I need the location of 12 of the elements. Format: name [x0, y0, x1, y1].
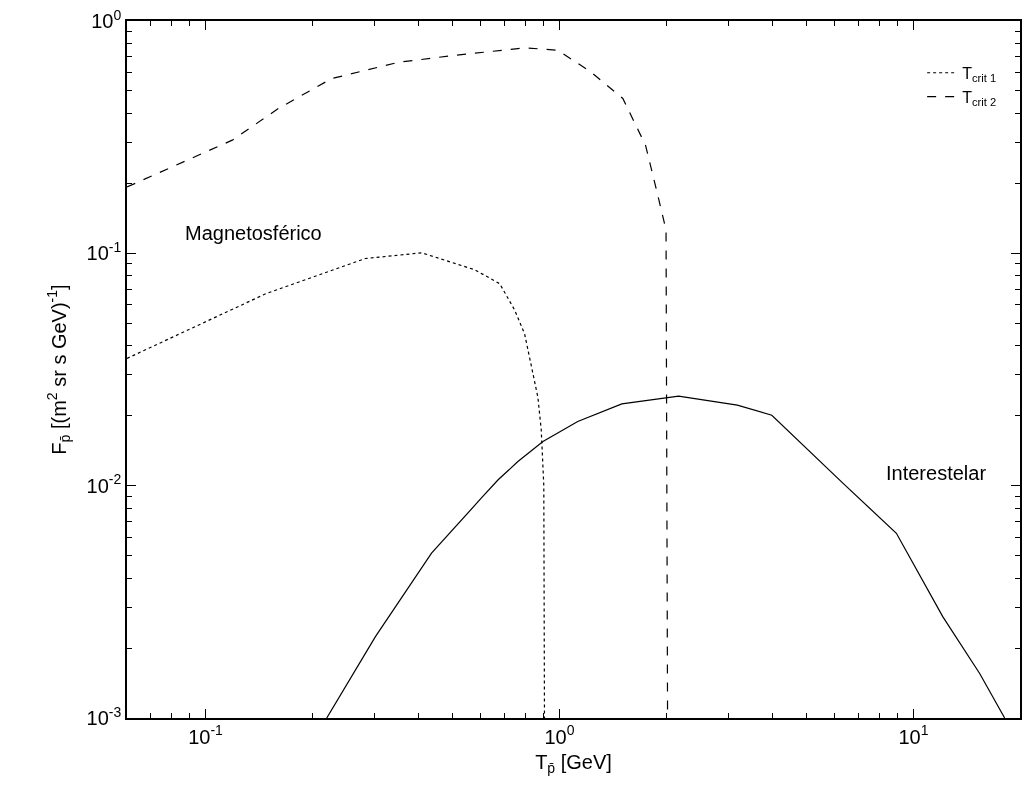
y-tick-label: 10$^{0}$	[91, 6, 122, 32]
x-axis-title: T$_{p̄}$ [GeV]	[535, 750, 612, 776]
x-tick-label: 10$^{-1}$	[188, 722, 224, 748]
y-tick-label: 10$^{-1}$	[86, 238, 122, 265]
x-tick-label: 10$^{1}$	[898, 722, 929, 748]
y-tick-label: 10$^{-3}$	[86, 703, 122, 729]
legend-label: T$_{crit 1}$	[962, 64, 997, 85]
annotation: Magnetosférico	[185, 222, 322, 244]
legend-label: T$_{crit 2}$	[962, 88, 997, 109]
annotation: Interestelar	[886, 462, 987, 484]
y-tick-label: 10$^{-2}$	[86, 471, 122, 497]
x-tick-label: 10$^{0}$	[544, 722, 575, 748]
